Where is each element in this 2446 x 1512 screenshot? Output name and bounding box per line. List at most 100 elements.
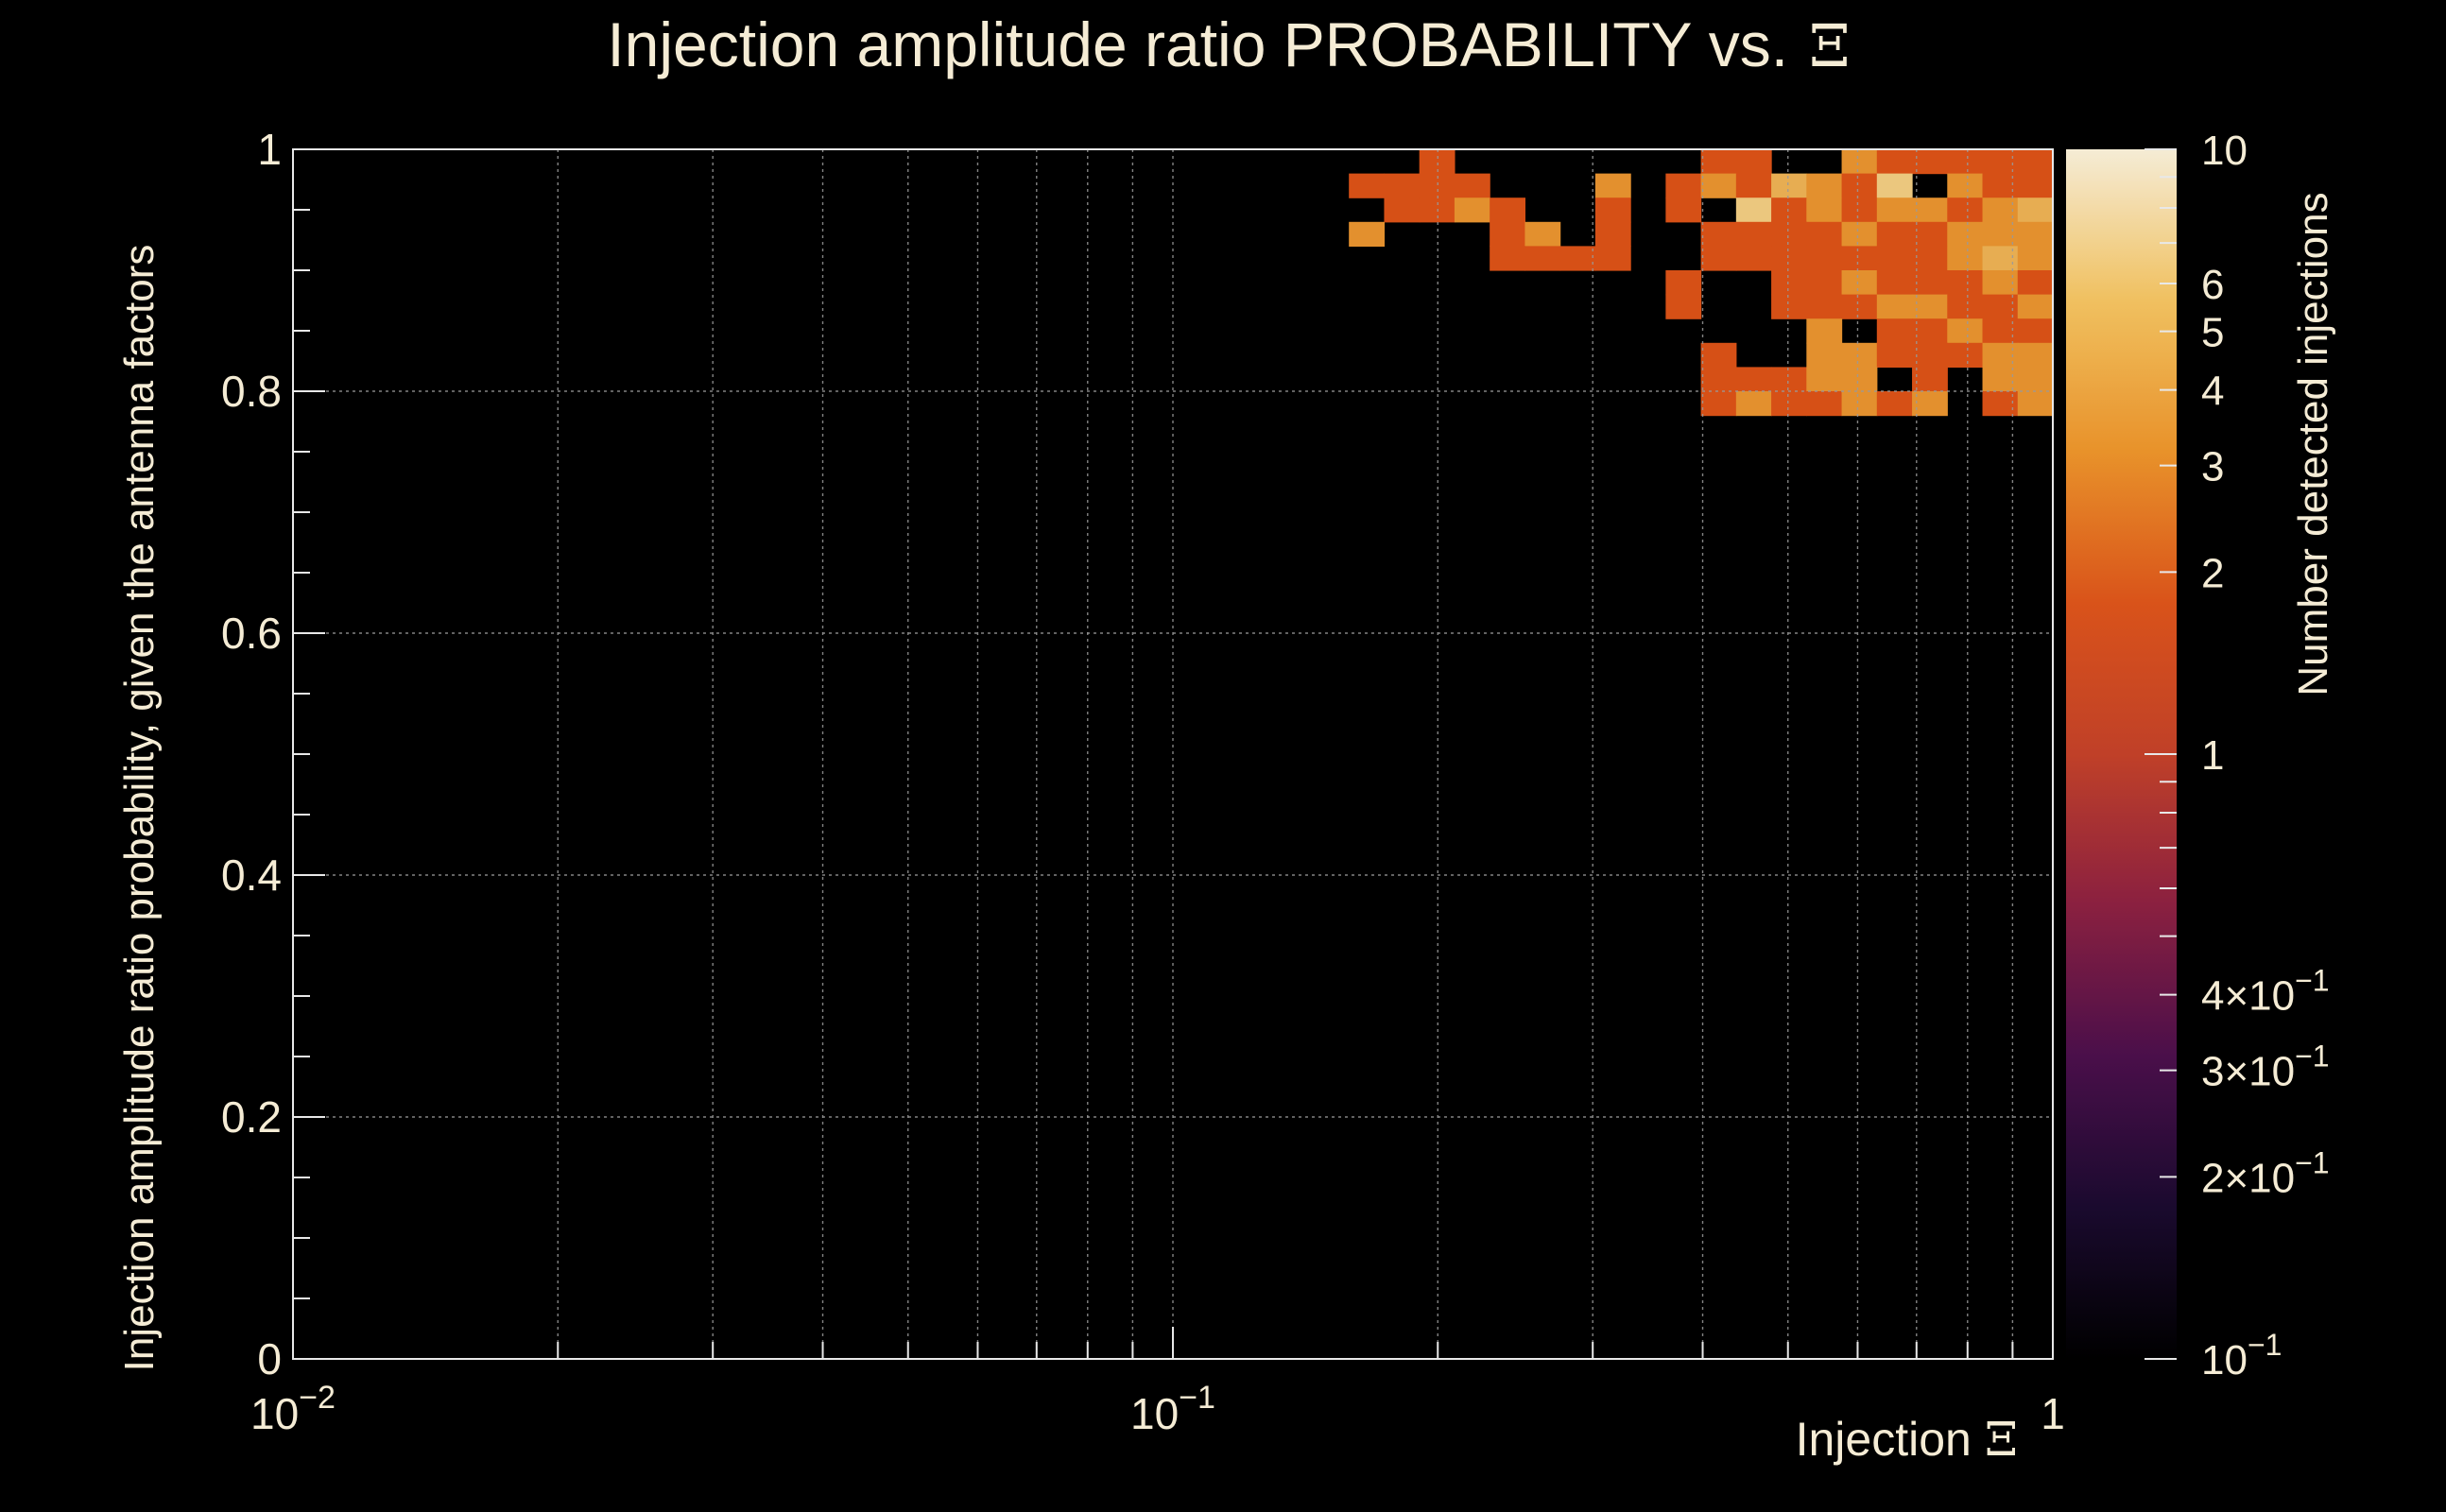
heatmap-cell: [1700, 246, 1737, 271]
y-tick-label: 0.4: [221, 850, 282, 900]
heatmap-cell: [2017, 173, 2054, 198]
x-tick-label: 1: [2041, 1389, 2065, 1438]
heatmap-cell: [1947, 342, 1984, 368]
heatmap-cell: [1841, 246, 1878, 271]
heatmap-cell: [1700, 221, 1737, 247]
heatmap-cell: [1771, 221, 1807, 247]
y-tick-label: 0.6: [221, 609, 282, 658]
heatmap-cell: [1384, 173, 1421, 198]
heatmap-cells: [1349, 149, 2054, 417]
heatmap-cell: [1594, 198, 1631, 223]
heatmap-cell: [1771, 246, 1807, 271]
heatmap-cell: [1735, 246, 1772, 271]
heatmap-cell: [1665, 173, 1702, 198]
heatmap-cell: [1947, 149, 1984, 175]
heatmap-cell: [1841, 367, 1878, 392]
color-bar-tick-label-exponent: −1: [2248, 1328, 2282, 1362]
heatmap-cell: [1806, 198, 1843, 223]
color-bar-tick-label-exponent: −1: [2295, 964, 2329, 998]
heatmap-cell: [1841, 198, 1878, 223]
heatmap-cell: [1806, 367, 1843, 392]
y-tick-label: 0.2: [221, 1092, 282, 1142]
heatmap-cell: [1735, 149, 1772, 175]
heatmap-cell: [1806, 270, 1843, 296]
color-bar-tick-label: 1: [2201, 732, 2224, 779]
heatmap-cell: [1947, 270, 1984, 296]
heatmap-cell: [1524, 246, 1561, 271]
heatmap-cell: [1947, 198, 1984, 223]
color-bar-tick-label-base: 5: [2201, 310, 2224, 356]
heatmap-cell: [1876, 173, 1913, 198]
chart-title-text: Injection amplitude ratio PROBABILITY vs…: [607, 9, 1788, 79]
heatmap-cell: [1912, 270, 1948, 296]
heatmap-cell: [1806, 391, 1843, 417]
heatmap-cell: [2017, 391, 2054, 417]
color-bar-tick-label-base: 4×10: [2201, 973, 2295, 1020]
color-bar-label: Number detected injections: [2290, 192, 2336, 696]
heatmap-cell: [2017, 270, 2054, 296]
heatmap-cell: [2017, 367, 2054, 392]
color-bar-tick-label-base: 3: [2201, 444, 2224, 490]
heatmap-cell: [1806, 246, 1843, 271]
heatmap-cell: [1700, 173, 1737, 198]
heatmap-cell: [1876, 246, 1913, 271]
heatmap-cell: [1771, 367, 1807, 392]
heatmap-cell: [1700, 367, 1737, 392]
heatmap-cell: [1700, 342, 1737, 368]
heatmap-cell: [1876, 270, 1913, 296]
heatmap-cell: [1454, 173, 1490, 198]
color-bar-tick-label-base: 2×10: [2201, 1155, 2295, 1201]
heatmap-cell: [1806, 294, 1843, 319]
heatmap-cell: [2017, 342, 2054, 368]
heatmap-cell: [1665, 270, 1702, 296]
x-tick-label-base: 10: [1130, 1389, 1179, 1438]
heatmap-cell: [1665, 198, 1702, 223]
color-bar-tick-label-base: 10: [2201, 1337, 2248, 1383]
heatmap-cell: [1806, 318, 1843, 344]
heatmap-cell: [1771, 391, 1807, 417]
heatmap-cell: [1912, 391, 1948, 417]
heatmap-cell: [1841, 270, 1878, 296]
heatmap-cell: [1771, 270, 1807, 296]
chart-title: Injection amplitude ratio PROBABILITY vs…: [607, 9, 1850, 80]
heatmap-cell: [2017, 294, 2054, 319]
heatmap-cell: [1912, 198, 1948, 223]
x-tick-label-exponent: −2: [299, 1380, 336, 1416]
color-bar-tick-label-base: 6: [2201, 262, 2224, 308]
y-axis-label: Injection amplitude ratio probability, g…: [116, 245, 163, 1372]
y-tick-label: 0.8: [221, 367, 282, 416]
heatmap-cell: [2017, 318, 2054, 344]
color-bar-tick-label: 2: [2201, 550, 2224, 596]
heatmap-cell: [1594, 173, 1631, 198]
heatmap-cell: [1490, 221, 1525, 247]
heatmap-cell: [1876, 149, 1913, 175]
heatmap-cell: [1876, 221, 1913, 247]
heatmap-cell: [2017, 246, 2054, 271]
color-bar-tick-label-exponent: −1: [2295, 1040, 2329, 1074]
heatmap-cell: [1841, 149, 1878, 175]
x-tick-labels: 10−2 10−1 1: [250, 1380, 2065, 1438]
heatmap-cell: [1771, 294, 1807, 319]
heatmap-cell: [2017, 198, 2054, 223]
y-tick-label: 1: [257, 125, 282, 174]
heatmap-cell: [1912, 367, 1948, 392]
heatmap-cell: [1912, 246, 1948, 271]
heatmap-cell: [1876, 318, 1913, 344]
color-bar-tick-label-base: 2: [2201, 550, 2224, 596]
heatmap-cell: [1947, 221, 1984, 247]
y-tick-labels: 0 0.2 0.4 0.6 0.8 1: [221, 125, 282, 1383]
color-bar-tick-label-base: 3×10: [2201, 1049, 2295, 1095]
heatmap-cell: [1349, 173, 1386, 198]
heatmap-cell: [1806, 173, 1843, 198]
heatmap-cell: [1947, 246, 1984, 271]
heatmap-cell: [1841, 173, 1878, 198]
heatmap-cell: [1700, 391, 1737, 417]
heatmap-cell: [1841, 221, 1878, 247]
color-bar-tick-label: 10−1: [2201, 1328, 2282, 1383]
heatmap-cell: [1912, 221, 1948, 247]
heatmap-cell: [1912, 149, 1948, 175]
x-axis-label-text: Injection: [1796, 1413, 1972, 1466]
heatmap-cell: [1384, 198, 1421, 223]
x-tick-label-base: 10: [250, 1389, 299, 1438]
